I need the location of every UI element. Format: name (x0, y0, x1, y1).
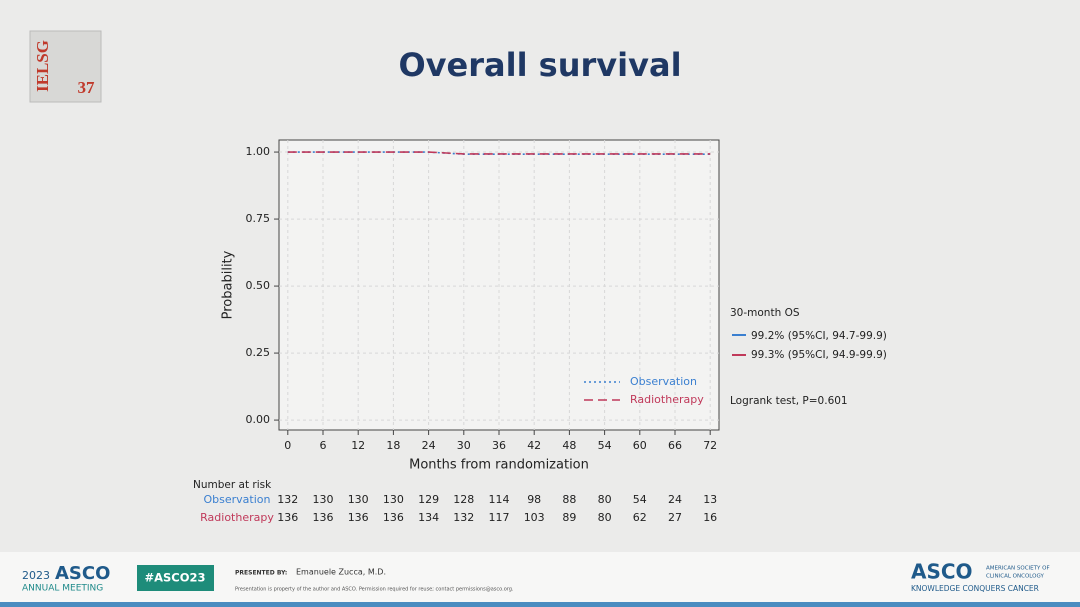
footer-meeting: ANNUAL MEETING (22, 584, 103, 594)
x-tick-label: 42 (527, 439, 541, 452)
risk-count: 103 (524, 511, 545, 524)
risk-count: 130 (383, 493, 404, 506)
annotation-heading: 30-month OS (730, 307, 800, 319)
x-tick-label: 60 (633, 439, 647, 452)
y-tick-label: 1.00 (246, 145, 271, 158)
risk-count: 136 (348, 511, 369, 524)
risk-count: 114 (489, 493, 510, 506)
x-axis-label: Months from randomization (409, 458, 589, 473)
risk-count: 117 (489, 511, 510, 524)
risk-count: 80 (598, 511, 612, 524)
risk-count: 24 (668, 493, 682, 506)
footer-society-name: CLINICAL ONCOLOGY (986, 574, 1044, 580)
footer-society-name: AMERICAN SOCIETY OF (986, 566, 1050, 572)
y-tick-label: 0.25 (246, 346, 271, 359)
risk-count: 128 (453, 493, 474, 506)
annotation-test: Logrank test, P=0.601 (730, 395, 848, 407)
risk-table-title: Number at risk (193, 479, 272, 491)
y-tick-label: 0.75 (246, 212, 271, 225)
legend-label: Observation (630, 375, 697, 388)
x-tick-label: 6 (320, 439, 327, 452)
footer-year: 2023 (22, 569, 50, 582)
x-tick-label: 24 (422, 439, 436, 452)
annotation-radiotherapy: 99.3% (95%CI, 94.9-99.9) (751, 349, 887, 361)
risk-count: 130 (348, 493, 369, 506)
chart-title: Overall survival (398, 46, 681, 84)
x-tick-label: 12 (351, 439, 365, 452)
footer-society: ASCO (911, 560, 973, 584)
risk-count: 13 (703, 493, 717, 506)
hashtag-box (137, 565, 214, 591)
footer-disclaimer: Presentation is property of the author a… (235, 587, 514, 593)
risk-count: 129 (418, 493, 439, 506)
risk-count: 136 (277, 511, 298, 524)
x-tick-label: 66 (668, 439, 682, 452)
footer-brand: ASCO (55, 563, 110, 584)
risk-count: 89 (562, 511, 576, 524)
risk-count: 132 (277, 493, 298, 506)
footer-hashtag: #ASCO23 (144, 571, 205, 585)
risk-count: 54 (633, 493, 647, 506)
x-tick-label: 30 (457, 439, 471, 452)
risk-row-name: Radiotherapy (200, 511, 274, 524)
risk-count: 62 (633, 511, 647, 524)
x-tick-label: 72 (703, 439, 717, 452)
y-axis-label: Probability (221, 250, 236, 319)
footer-border (0, 602, 1080, 607)
risk-count: 132 (453, 511, 474, 524)
y-tick-label: 0.50 (246, 279, 271, 292)
footer-presenter: Emanuele Zucca, M.D. (296, 568, 386, 577)
risk-count: 98 (527, 493, 541, 506)
risk-count: 136 (383, 511, 404, 524)
x-tick-label: 54 (598, 439, 612, 452)
x-tick-label: 36 (492, 439, 506, 452)
risk-count: 27 (668, 511, 682, 524)
risk-count: 80 (598, 493, 612, 506)
risk-count: 16 (703, 511, 717, 524)
logo-name: IELSG (33, 40, 52, 92)
risk-count: 136 (313, 511, 334, 524)
risk-count: 134 (418, 511, 439, 524)
x-tick-label: 0 (284, 439, 291, 452)
y-tick-label: 0.00 (246, 413, 271, 426)
annotation-observation: 99.2% (95%CI, 94.7-99.9) (751, 330, 887, 342)
survival-line (287, 151, 711, 155)
risk-row-name: Observation (204, 493, 271, 506)
risk-count: 130 (313, 493, 334, 506)
footer-tagline: KNOWLEDGE CONQUERS CANCER (911, 584, 1039, 593)
risk-count: 88 (562, 493, 576, 506)
footer-presented-by: PRESENTED BY: (235, 570, 287, 577)
logo-number: 37 (78, 78, 96, 97)
x-tick-label: 48 (562, 439, 576, 452)
logo-box (29, 30, 102, 103)
legend-label: Radiotherapy (630, 393, 704, 406)
x-tick-label: 18 (386, 439, 400, 452)
